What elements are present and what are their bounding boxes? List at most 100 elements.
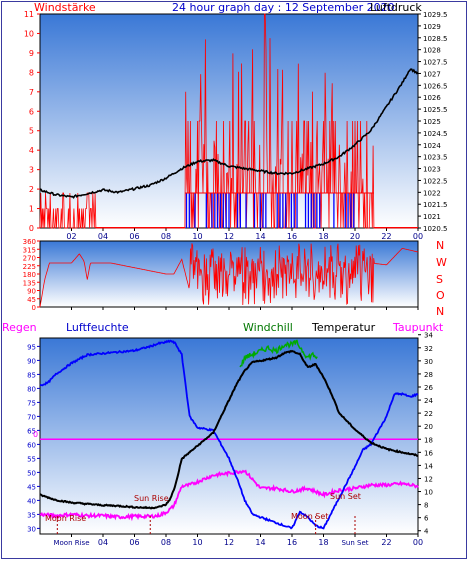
left-tick-label: 7 (29, 88, 34, 97)
right-tick-label: 1022.5 (423, 177, 448, 185)
dir-tick-label: 45 (27, 296, 36, 304)
temp-tick-label: 18 (424, 436, 433, 444)
left-tick-label: 2 (29, 185, 34, 194)
dir-tick-label: 225 (23, 263, 36, 271)
humidity-tick-label: 40 (27, 497, 36, 505)
temp-tick-label: 24 (424, 397, 433, 405)
x-tick-label: 04 (98, 232, 108, 241)
dir-tick-label: 180 (23, 271, 36, 279)
pressure-label: Luftdruck (370, 1, 422, 14)
temperature-label: Temperatur (311, 321, 376, 334)
x-tick-label: 12 (224, 232, 234, 241)
bottom-x-tick-label: 00 (413, 538, 423, 547)
humidity-tick-label: 45 (27, 483, 36, 491)
x-tick-label: 16 (287, 232, 297, 241)
temp-tick-label: 30 (424, 358, 433, 366)
right-tick-label: 1029 (423, 23, 441, 31)
humidity-line (39, 339, 419, 530)
sun-set-label: Sun Set (330, 492, 361, 501)
temp-tick-label: 20 (424, 423, 433, 431)
x-tick-label: 08 (161, 232, 171, 241)
outer-frame (1, 1, 467, 559)
dewpoint-line (39, 469, 419, 522)
left-tick-label: 0 (29, 224, 34, 233)
moon-rise-label: Moon Rise (45, 514, 86, 523)
x-tick-label: 14 (255, 232, 265, 241)
right-tick-label: 1022 (423, 189, 441, 197)
x-tick-label: 20 (350, 232, 360, 241)
left-tick-label: 9 (29, 49, 34, 58)
right-tick-label: 1027.5 (423, 59, 448, 67)
right-tick-label: 1025.5 (423, 106, 448, 114)
left-tick-label: 8 (29, 68, 34, 77)
bottom-x-tick-label: 14 (255, 538, 265, 547)
right-tick-label: 1026 (423, 94, 441, 102)
humidity-tick-label: 90 (27, 357, 36, 365)
right-tick-label: 1028.5 (423, 35, 448, 43)
humidity-tick-label: 85 (27, 371, 36, 379)
x-tick-label: 00 (413, 232, 423, 241)
right-tick-label: 1023.5 (423, 154, 448, 162)
moon-set-label: Moon Set (291, 512, 328, 521)
x-tick-label: 06 (129, 232, 139, 241)
rain-zero-label: 0 (33, 430, 38, 439)
compass-n-top: N (436, 239, 444, 252)
dir-tick-label: 0 (32, 304, 36, 312)
humidity-tick-label: 55 (27, 455, 36, 463)
x-tick-label: 10 (192, 232, 202, 241)
bottom-x-tick-label: 06 (129, 538, 139, 547)
compass-w: W (436, 256, 447, 269)
wind-strength-label: Windstärke (34, 1, 96, 14)
compass-s: S (436, 273, 443, 286)
right-tick-label: 1027 (423, 70, 441, 78)
temp-tick-label: 14 (424, 462, 433, 470)
bottom-x-tick-label: Moon Rise (53, 539, 89, 547)
right-tick-label: 1021 (423, 213, 441, 221)
temp-tick-label: 12 (424, 475, 433, 483)
dir-tick-label: 360 (23, 238, 36, 246)
temp-tick-label: 34 (424, 332, 433, 340)
wind-direction-line (39, 243, 419, 308)
rain-label: Regen (2, 321, 37, 334)
windchill-label: Windchill (243, 321, 293, 334)
temp-tick-label: 22 (424, 410, 433, 418)
x-tick-label: 22 (381, 232, 391, 241)
right-tick-label: 1028 (423, 47, 441, 55)
temperature-line (39, 349, 418, 510)
bottom-x-tick-label: 18 (318, 538, 328, 547)
temp-tick-label: 32 (424, 345, 433, 353)
humidity-tick-label: 70 (27, 413, 36, 421)
humidity-tick-label: 35 (27, 511, 36, 519)
bottom-chart: 30 35 40 45 50 55 60 65 70 75 80 85 90 95 4 6 8 10 12 14 16 1… (27, 332, 433, 547)
left-tick-label: 1 (29, 205, 34, 214)
x-tick-label: 02 (66, 232, 76, 241)
dir-tick-label: 90 (27, 288, 36, 296)
humidity-tick-label: 80 (27, 385, 36, 393)
right-tick-label: 1020.5 (423, 225, 448, 233)
pressure-line (39, 68, 419, 199)
humidity-tick-label: 95 (27, 343, 36, 351)
temp-tick-label: 4 (424, 528, 429, 536)
sun-rise-label: Sun Rise (134, 494, 169, 503)
windchill-line (239, 339, 318, 368)
bottom-panel-plot (39, 337, 419, 535)
right-tick-label: 1026.5 (423, 82, 448, 90)
temp-tick-label: 16 (424, 449, 433, 457)
temp-tick-label: 28 (424, 371, 433, 379)
x-tick-label: 18 (318, 232, 328, 241)
temp-tick-label: 10 (424, 489, 433, 497)
temp-tick-label: 6 (424, 515, 429, 523)
compass-o: O (436, 289, 445, 302)
left-tick-label: 6 (29, 107, 34, 116)
bottom-x-tick-label: Sun Set (341, 539, 368, 547)
right-tick-label: 1029.5 (423, 11, 448, 19)
left-tick-label: 3 (29, 166, 34, 175)
top-chart: 012345678910111020.510211021.510221022.5… (24, 10, 448, 241)
humidity-tick-label: 65 (27, 427, 36, 435)
bottom-x-tick-label: 12 (224, 538, 234, 547)
bottom-x-tick-label: 08 (161, 538, 171, 547)
right-tick-label: 1021.5 (423, 201, 448, 209)
